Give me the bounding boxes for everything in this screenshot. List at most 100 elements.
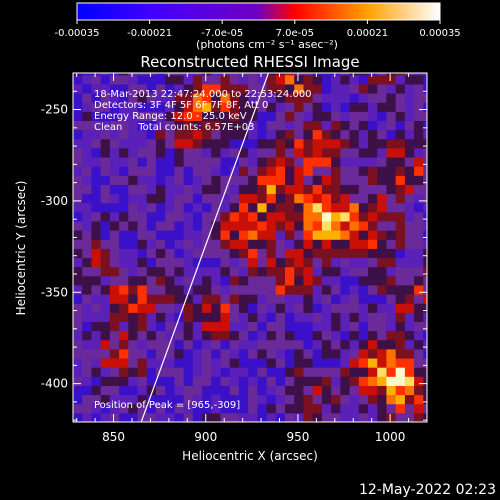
- peak-position-label: Position of Peak = [965,-309]: [94, 400, 240, 411]
- heatmap-cell: [414, 120, 424, 131]
- heatmap-cell: [386, 211, 397, 222]
- heatmap-cell: [91, 166, 102, 176]
- heatmap-cell: [266, 230, 277, 240]
- heatmap-cell: [155, 202, 166, 213]
- heatmap-cell: [377, 202, 387, 213]
- heatmap-cell: [404, 376, 415, 386]
- heatmap-cell: [349, 166, 360, 176]
- heatmap-cell: [174, 102, 185, 112]
- heatmap-cell: [248, 385, 258, 396]
- heatmap-cell: [229, 184, 240, 195]
- heatmap-cell: [340, 239, 351, 249]
- heatmap-cell: [211, 275, 221, 286]
- heatmap-cell: [220, 93, 231, 103]
- heatmap-cell: [238, 284, 249, 295]
- heatmap-cell: [285, 239, 295, 249]
- heatmap-cell: [165, 202, 175, 213]
- heatmap-cell: [202, 257, 212, 268]
- heatmap-cell: [91, 111, 102, 122]
- heatmap-cell: [174, 93, 185, 103]
- heatmap-cell: [73, 403, 83, 414]
- heatmap-cell: [395, 230, 406, 240]
- heatmap-cell: [91, 412, 102, 422]
- heatmap-cell: [321, 129, 332, 140]
- heatmap-cell: [321, 202, 332, 213]
- heatmap-cell: [202, 239, 212, 249]
- heatmap-cell: [165, 74, 175, 85]
- heatmap-cell: [386, 230, 397, 240]
- heatmap-cell: [146, 202, 157, 213]
- heatmap-cell: [368, 412, 378, 422]
- heatmap-cell: [192, 184, 203, 195]
- heatmap-cell: [174, 230, 185, 240]
- heatmap-cell: [183, 193, 194, 204]
- heatmap-cell: [358, 120, 369, 131]
- heatmap-cell: [303, 367, 314, 377]
- heatmap-cell: [423, 111, 427, 122]
- heatmap-cell: [423, 175, 427, 185]
- heatmap-cell: [73, 73, 83, 76]
- heatmap-cell: [303, 257, 314, 268]
- heatmap-cell: [229, 275, 240, 286]
- heatmap-cell: [82, 248, 92, 259]
- heatmap-cell: [109, 202, 120, 213]
- heatmap-cell: [257, 166, 268, 176]
- heatmap-cell: [312, 166, 323, 176]
- heatmap-cell: [395, 74, 406, 85]
- heatmap-cell: [174, 303, 185, 313]
- heatmap-cell: [146, 211, 157, 222]
- heatmap-cell: [183, 147, 194, 158]
- heatmap-cell: [220, 266, 231, 277]
- heatmap-cell: [119, 394, 129, 405]
- heatmap-cell: [128, 74, 139, 85]
- heatmap-cell: [211, 330, 221, 341]
- heatmap-cell: [331, 93, 341, 103]
- heatmap-cell: [340, 147, 351, 158]
- heatmap-cell: [183, 412, 194, 422]
- heatmap-cell: [303, 166, 314, 176]
- heatmap-cell: [340, 303, 351, 313]
- heatmap-cell: [266, 403, 277, 414]
- heatmap-cell: [183, 321, 194, 332]
- heatmap-cell: [285, 147, 295, 158]
- heatmap-cell: [358, 385, 369, 396]
- heatmap-cell: [349, 330, 360, 341]
- heatmap-cell: [109, 129, 120, 140]
- heatmap-cell: [340, 129, 351, 140]
- heatmap-cell: [119, 330, 129, 341]
- chart-title: Reconstructed RHESSI Image: [140, 53, 359, 71]
- heatmap-cell: [155, 239, 166, 249]
- heatmap-cell: [211, 321, 221, 332]
- heatmap-cell: [183, 312, 194, 323]
- heatmap-cell: [100, 74, 111, 85]
- heatmap-cell: [211, 257, 221, 268]
- heatmap-cell: [404, 221, 415, 231]
- heatmap-cell: [82, 239, 92, 249]
- heatmap-cell: [229, 93, 240, 103]
- heatmap-cell: [119, 294, 129, 304]
- heatmap-cell: [192, 73, 203, 76]
- heatmap-cell: [377, 257, 387, 268]
- heatmap-cell: [100, 330, 111, 341]
- heatmap-cell: [100, 184, 111, 195]
- heatmap-cell: [146, 339, 157, 350]
- heatmap-cell: [128, 385, 139, 396]
- heatmap-cell: [377, 175, 387, 185]
- heatmap-cell: [257, 257, 268, 268]
- heatmap-cell: [312, 367, 323, 377]
- heatmap-cell: [312, 376, 323, 386]
- heatmap-cell: [73, 111, 83, 122]
- heatmap-cell: [174, 330, 185, 341]
- heatmap-cell: [174, 284, 185, 295]
- heatmap-cell: [368, 230, 378, 240]
- heatmap-cell: [109, 193, 120, 204]
- heatmap-cell: [100, 138, 111, 149]
- heatmap-cell: [414, 294, 424, 304]
- heatmap-cell: [73, 202, 83, 213]
- heatmap-cell: [395, 211, 406, 222]
- heatmap-cell: [368, 358, 378, 368]
- heatmap-cell: [128, 248, 139, 259]
- heatmap-cell: [275, 230, 286, 240]
- heatmap-cell: [238, 303, 249, 313]
- heatmap-cell: [285, 385, 295, 396]
